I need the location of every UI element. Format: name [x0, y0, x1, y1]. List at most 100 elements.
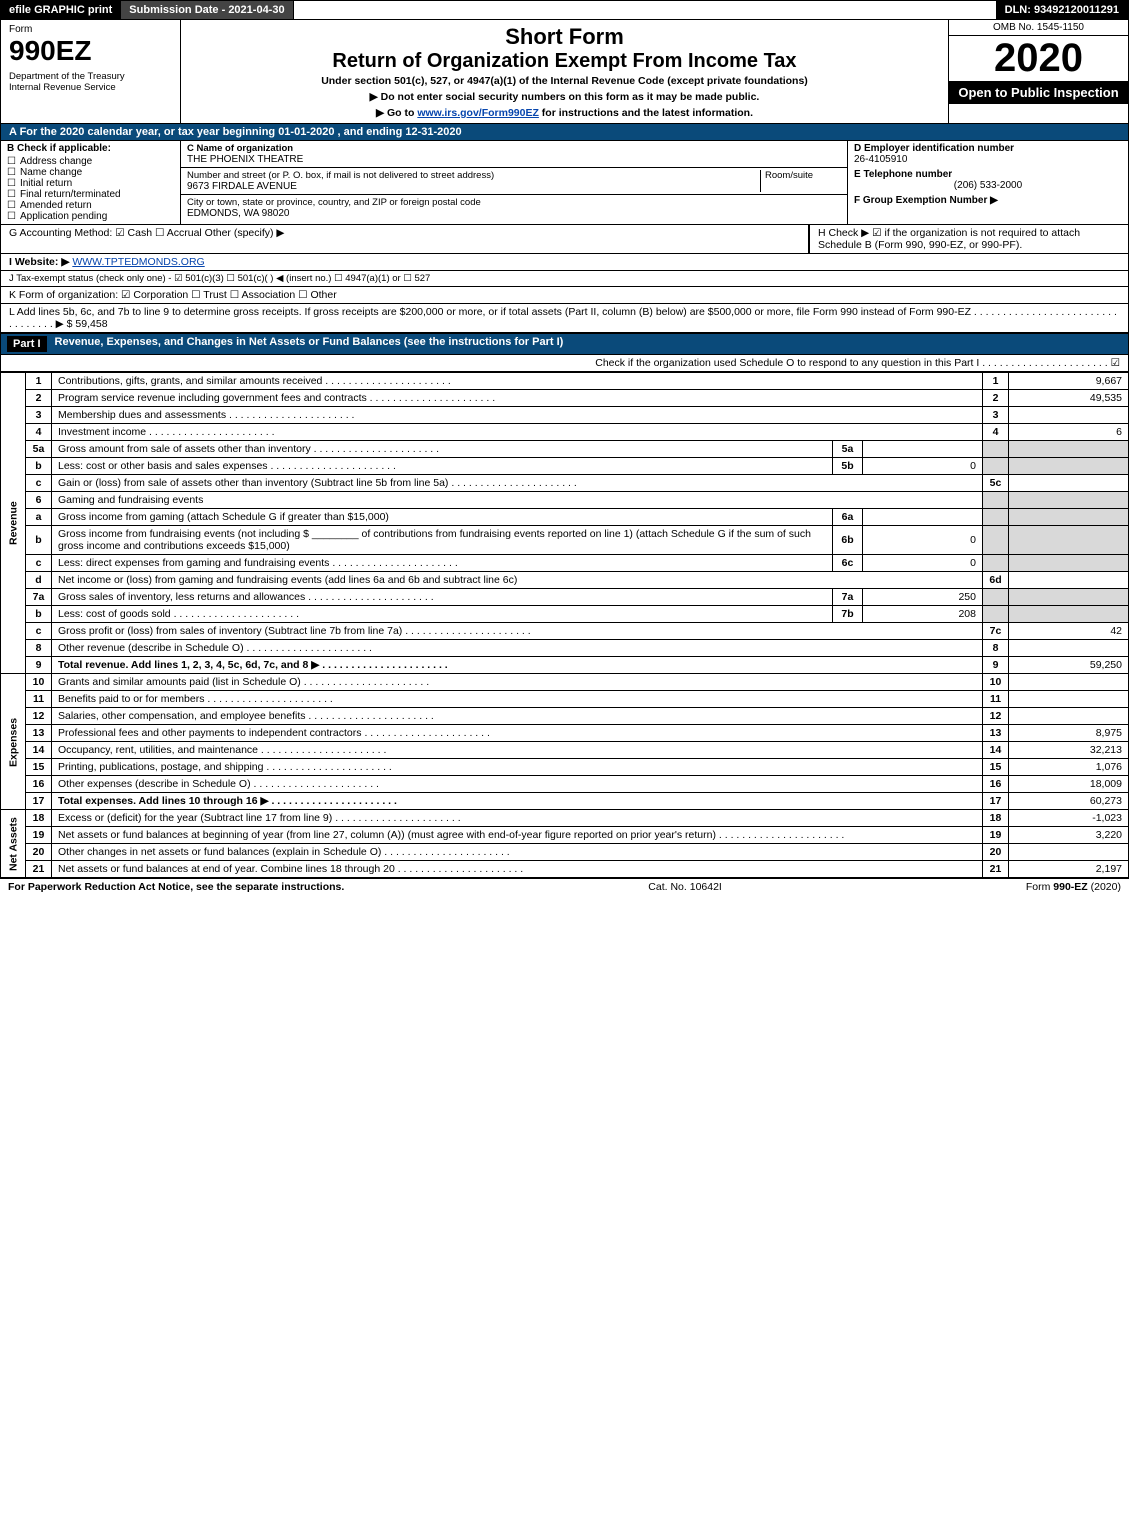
- l9-n: 9: [26, 657, 52, 674]
- l20-num: 20: [983, 844, 1009, 861]
- c-city-label: City or town, state or province, country…: [187, 197, 841, 208]
- l7b-rv: 208: [863, 606, 983, 623]
- d-ein-label: D Employer identification number: [854, 143, 1122, 154]
- l7a-d: Gross sales of inventory, less returns a…: [52, 589, 833, 606]
- l17-num: 17: [983, 793, 1009, 810]
- l17-n: 17: [26, 793, 52, 810]
- chk-address[interactable]: ☐: [7, 156, 16, 167]
- l7b-ref: 7b: [833, 606, 863, 623]
- l7b-sh: [983, 606, 1009, 623]
- c-street-label: Number and street (or P. O. box, if mail…: [187, 170, 756, 181]
- org-city: EDMONDS, WA 98020: [187, 208, 841, 219]
- l21-v: 2,197: [1009, 861, 1129, 878]
- l7c-n: c: [26, 623, 52, 640]
- irs-label: Internal Revenue Service: [9, 82, 172, 93]
- row-a-period: A For the 2020 calendar year, or tax yea…: [0, 124, 1129, 141]
- l6b-sh: [983, 526, 1009, 555]
- l6a-sh: [983, 509, 1009, 526]
- l19-n: 19: [26, 827, 52, 844]
- l13-v: 8,975: [1009, 725, 1129, 742]
- l2-n: 2: [26, 390, 52, 407]
- l6b-sh2: [1009, 526, 1129, 555]
- l7b-sh2: [1009, 606, 1129, 623]
- l4-n: 4: [26, 424, 52, 441]
- l6d-d: Net income or (loss) from gaming and fun…: [52, 572, 983, 589]
- l10-d: Grants and similar amounts paid (list in…: [52, 674, 983, 691]
- l1-v: 9,667: [1009, 373, 1129, 390]
- l18-v: -1,023: [1009, 810, 1129, 827]
- form-number: 990EZ: [9, 35, 172, 67]
- efile-label: efile GRAPHIC print: [1, 1, 121, 19]
- sub3-pre: ▶ Go to: [376, 107, 417, 119]
- l21-n: 21: [26, 861, 52, 878]
- footer-left: For Paperwork Reduction Act Notice, see …: [8, 881, 344, 893]
- return-title: Return of Organization Exempt From Incom…: [189, 50, 940, 73]
- l5a-ref: 5a: [833, 441, 863, 458]
- website-link[interactable]: WWW.TPTEDMONDS.ORG: [72, 256, 204, 268]
- chk-name[interactable]: ☐: [7, 167, 16, 178]
- l5a-rv: [863, 441, 983, 458]
- l6a-ref: 6a: [833, 509, 863, 526]
- l11-d: Benefits paid to or for members: [52, 691, 983, 708]
- l17-d: Total expenses. Add lines 10 through 16 …: [52, 793, 983, 810]
- e-phone-label: E Telephone number: [854, 169, 1122, 180]
- l3-v: [1009, 407, 1129, 424]
- box-i: I Website: ▶ WWW.TPTEDMONDS.ORG: [0, 254, 1129, 271]
- l7a-sh2: [1009, 589, 1129, 606]
- l6c-sh: [983, 555, 1009, 572]
- l5c-num: 5c: [983, 475, 1009, 492]
- irs-link[interactable]: www.irs.gov/Form990EZ: [417, 107, 539, 119]
- box-def: D Employer identification number 26-4105…: [848, 141, 1128, 224]
- l6a-sh2: [1009, 509, 1129, 526]
- submission-date: Submission Date - 2021-04-30: [121, 1, 293, 19]
- l17-v: 60,273: [1009, 793, 1129, 810]
- room-suite-label: Room/suite: [761, 170, 841, 192]
- l8-num: 8: [983, 640, 1009, 657]
- box-h: H Check ▶ ☑ if the organization is not r…: [809, 225, 1129, 254]
- l9-v: 59,250: [1009, 657, 1129, 674]
- opt-address: Address change: [20, 156, 92, 167]
- chk-final[interactable]: ☐: [7, 189, 16, 200]
- chk-amended[interactable]: ☐: [7, 200, 16, 211]
- l5b-sh: [983, 458, 1009, 475]
- l6-d: Gaming and fundraising events: [52, 492, 983, 509]
- l6b-rv: 0: [863, 526, 983, 555]
- l20-n: 20: [26, 844, 52, 861]
- l11-num: 11: [983, 691, 1009, 708]
- opt-pending: Application pending: [20, 211, 107, 222]
- l5c-v: [1009, 475, 1129, 492]
- l18-d: Excess or (deficit) for the year (Subtra…: [52, 810, 983, 827]
- c-name-label: C Name of organization: [187, 143, 841, 154]
- l15-n: 15: [26, 759, 52, 776]
- l5b-ref: 5b: [833, 458, 863, 475]
- l6a-d: Gross income from gaming (attach Schedul…: [52, 509, 833, 526]
- l11-v: [1009, 691, 1129, 708]
- box-g: G Accounting Method: ☑ Cash ☐ Accrual Ot…: [0, 225, 809, 254]
- l1-n: 1: [26, 373, 52, 390]
- l16-num: 16: [983, 776, 1009, 793]
- omb-number: OMB No. 1545-1150: [949, 20, 1128, 36]
- l13-d: Professional fees and other payments to …: [52, 725, 983, 742]
- l20-v: [1009, 844, 1129, 861]
- l6b-ref: 6b: [833, 526, 863, 555]
- f-group-label: F Group Exemption Number ▶: [854, 195, 1122, 206]
- l6d-n: d: [26, 572, 52, 589]
- sub3-post: for instructions and the latest informat…: [539, 107, 753, 119]
- l17-d-txt: Total expenses. Add lines 10 through 16: [58, 795, 258, 807]
- box-j: J Tax-exempt status (check only one) - ☑…: [0, 271, 1129, 287]
- l5b-rv: 0: [863, 458, 983, 475]
- l3-d: Membership dues and assessments: [52, 407, 983, 424]
- subtitle-2: ▶ Do not enter social security numbers o…: [189, 91, 940, 103]
- expenses-label: Expenses: [1, 674, 26, 810]
- l6-sh: [983, 492, 1009, 509]
- e-phone-value: (206) 533-2000: [854, 180, 1122, 191]
- l3-n: 3: [26, 407, 52, 424]
- box-c: C Name of organization THE PHOENIX THEAT…: [181, 141, 848, 224]
- l6b-d1: Gross income from fundraising events (no…: [58, 528, 309, 540]
- chk-pending[interactable]: ☐: [7, 211, 16, 222]
- l6c-d: Less: direct expenses from gaming and fu…: [52, 555, 833, 572]
- org-name: THE PHOENIX THEATRE: [187, 154, 841, 165]
- form-header: Form 990EZ Department of the Treasury In…: [0, 20, 1129, 124]
- chk-initial[interactable]: ☐: [7, 178, 16, 189]
- l15-d: Printing, publications, postage, and shi…: [52, 759, 983, 776]
